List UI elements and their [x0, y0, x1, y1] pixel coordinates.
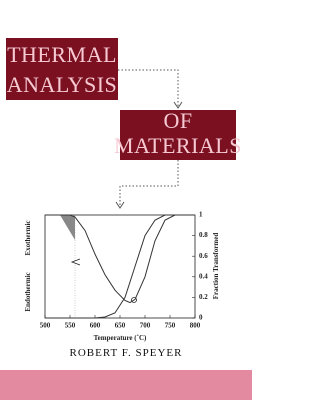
- author: ROBERT F. SPEYER: [70, 347, 183, 359]
- y2-axis-label: Fraction Transformed: [212, 233, 220, 300]
- x-tick-label: 600: [90, 322, 101, 330]
- y-tick-label: 0.8: [199, 231, 208, 239]
- title-box: [6, 38, 118, 100]
- x-tick-label: 700: [140, 322, 151, 330]
- x-axis-label: Temperature (˚C): [94, 334, 147, 342]
- x-tick-label: 750: [165, 322, 176, 330]
- y-axis-label: Exothermic: [24, 221, 32, 256]
- y-tick-label: 0: [199, 314, 203, 322]
- x-tick-label: 650: [115, 322, 126, 330]
- curve: [45, 214, 195, 304]
- connector: [118, 69, 179, 106]
- x-tick-label: 800: [190, 322, 201, 330]
- title-line: MATERIALS: [114, 133, 242, 158]
- y-axis-label: Endothermic: [24, 272, 32, 311]
- title-line: ANALYSIS: [7, 72, 118, 97]
- y-tick-label: 1: [199, 211, 203, 219]
- x-tick-label: 500: [40, 322, 51, 330]
- book-cover: THERMAL ANALYSIS OF MATERIALS Endothermi…: [0, 38, 252, 400]
- bottom-band: [0, 370, 252, 400]
- y-tick-label: 0.2: [199, 293, 208, 301]
- arrowhead: [115, 201, 125, 209]
- arrow-marker: [131, 297, 137, 303]
- arrowhead: [173, 101, 183, 109]
- arrow-marker: [70, 258, 81, 266]
- x-tick-label: 550: [65, 322, 76, 330]
- title-line: THERMAL: [7, 42, 117, 67]
- chart: Endothermic Exothermic Fraction Transfor…: [24, 211, 220, 342]
- shaded-area: [60, 215, 75, 240]
- y-tick-label: 0.4: [199, 272, 208, 280]
- title-box: [120, 110, 236, 160]
- title-line: OF: [163, 108, 192, 133]
- curve: [45, 214, 195, 319]
- y-tick-label: 0.6: [199, 252, 208, 260]
